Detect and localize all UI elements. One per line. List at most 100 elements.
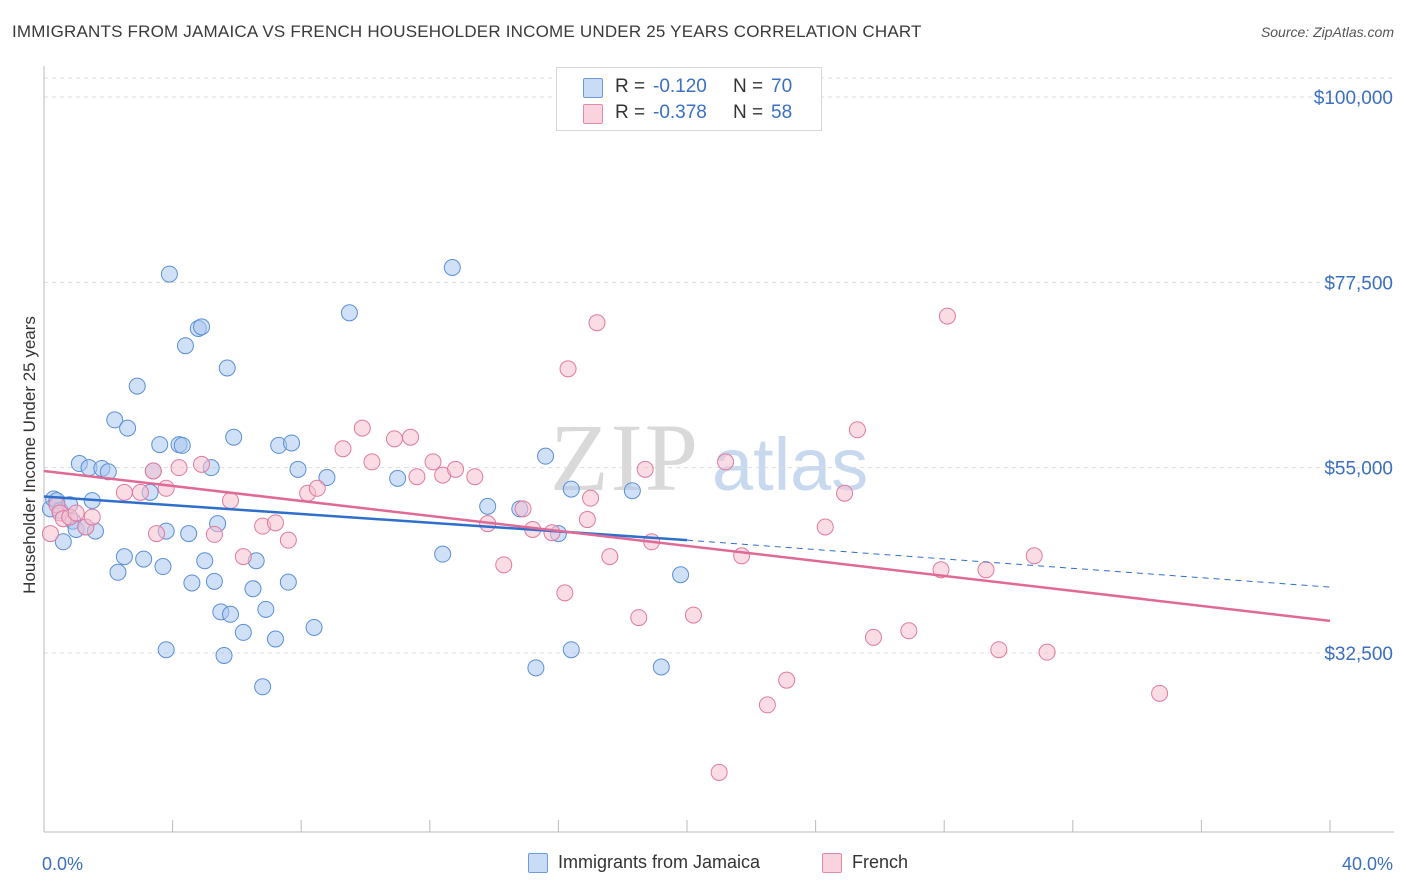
french-point [385, 430, 403, 448]
french-point [193, 455, 211, 473]
french-point [864, 628, 882, 646]
french-point [559, 360, 577, 378]
french-point [636, 460, 654, 478]
jamaica-point [135, 550, 153, 568]
jamaica-point [109, 563, 127, 581]
jamaica-point [183, 574, 201, 592]
french-point [148, 525, 166, 543]
french-point [144, 462, 162, 480]
legend-n-value: 58 [771, 102, 793, 123]
legend-n-label: N = [733, 76, 764, 97]
jamaica-point [157, 641, 175, 659]
french-point [816, 518, 834, 536]
jamaica-point [154, 558, 172, 576]
french-point [67, 504, 85, 522]
jamaica-point [218, 359, 236, 377]
legend-swatch-jamaica [583, 78, 603, 98]
x-tick-label: 0.0% [42, 854, 83, 874]
jamaica-point [318, 469, 336, 487]
bottom-legend-swatch-jamaica [528, 853, 548, 873]
jamaica-point [283, 434, 301, 452]
french-point [495, 556, 513, 574]
french-point [578, 511, 596, 529]
jamaica-point [244, 580, 262, 598]
french-point [717, 453, 735, 471]
french-point [588, 314, 606, 332]
french-point [41, 525, 59, 543]
jamaica-point [254, 678, 272, 696]
jamaica-point [160, 265, 178, 283]
french-point [778, 671, 796, 689]
source-label: Source: ZipAtlas.com [1260, 24, 1394, 40]
chart-title: IMMIGRANTS FROM JAMAICA VS FRENCH HOUSEH… [12, 22, 922, 41]
jamaica-point [176, 337, 194, 355]
french-point [582, 489, 600, 507]
french-point [758, 696, 776, 714]
french-point [1038, 643, 1056, 661]
french-point [1151, 684, 1169, 702]
bottom-legend-swatch-french [822, 853, 842, 873]
legend-swatch-french [583, 104, 603, 124]
french-point [900, 622, 918, 640]
y-tick-label: $100,000 [1314, 88, 1393, 109]
jamaica-point [527, 659, 545, 677]
french-point [353, 419, 371, 437]
jamaica-point [128, 377, 146, 395]
y-tick-label: $55,000 [1324, 459, 1393, 480]
french-point [466, 468, 484, 486]
jamaica-point [221, 605, 239, 623]
jamaica-point [562, 480, 580, 498]
french-point [938, 307, 956, 325]
french-point [447, 460, 465, 478]
jamaica-point [193, 318, 211, 336]
y-axis-label: Householder Income Under 25 years [20, 316, 39, 594]
jamaica-point [537, 447, 555, 465]
french-point [990, 641, 1008, 659]
french-point [424, 453, 442, 471]
french-point [601, 548, 619, 566]
bottom-legend-label: Immigrants from Jamaica [558, 852, 761, 872]
french-trend-line [43, 469, 1331, 623]
jamaica-point [305, 618, 323, 636]
jamaica-point [205, 572, 223, 590]
french-point [205, 525, 223, 543]
legend-r-value: -0.378 [653, 102, 707, 123]
jamaica-point [234, 623, 252, 641]
french-point [543, 524, 561, 542]
french-point [556, 584, 574, 602]
jamaica-point [340, 304, 358, 322]
jamaica-point [443, 259, 461, 277]
y-tick-label: $32,500 [1324, 644, 1393, 665]
jamaica-point [106, 411, 124, 429]
jamaica-point [99, 463, 117, 481]
jamaica-point [562, 641, 580, 659]
french-point [115, 483, 133, 501]
jamaica-point [652, 658, 670, 676]
french-point [836, 484, 854, 502]
french-point [334, 440, 352, 458]
french-point [308, 479, 326, 497]
french-point [408, 468, 426, 486]
french-point [170, 459, 188, 477]
jamaica-point [196, 552, 214, 570]
bottom-legend-label: French [852, 852, 909, 872]
french-point [733, 547, 751, 565]
french-point [279, 531, 297, 549]
jamaica-point [173, 436, 191, 454]
jamaica-point [479, 497, 497, 515]
jamaica-point [389, 469, 407, 487]
french-point [630, 609, 648, 627]
jamaica-point [434, 545, 452, 563]
french-point [266, 514, 284, 532]
jamaica-point [180, 525, 198, 543]
french-point [363, 453, 381, 471]
jamaica-point [54, 533, 72, 551]
y-tick-label: $77,500 [1324, 273, 1393, 294]
french-point [514, 500, 532, 518]
jamaica-trend-extension [686, 539, 1331, 588]
legend-r-value: -0.120 [653, 76, 707, 97]
french-point [83, 508, 101, 526]
french-point [977, 561, 995, 579]
jamaica-point [119, 419, 137, 437]
